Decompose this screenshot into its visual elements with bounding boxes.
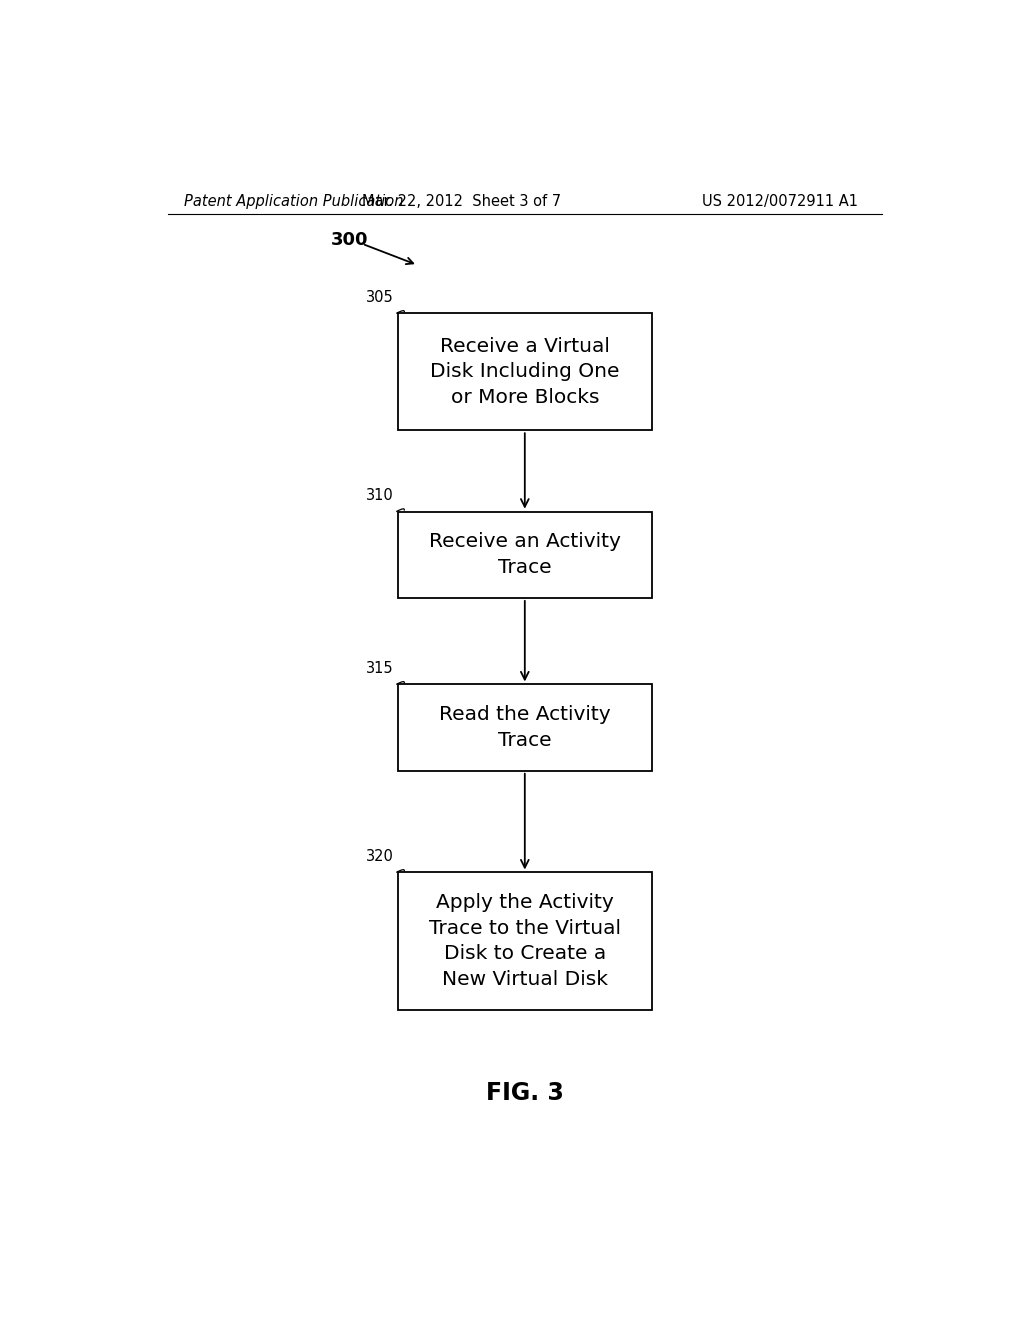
FancyBboxPatch shape bbox=[397, 512, 651, 598]
Text: FIG. 3: FIG. 3 bbox=[485, 1081, 564, 1105]
Text: 320: 320 bbox=[366, 849, 394, 865]
Text: US 2012/0072911 A1: US 2012/0072911 A1 bbox=[702, 194, 858, 209]
Text: 310: 310 bbox=[367, 488, 394, 503]
Text: Receive a Virtual
Disk Including One
or More Blocks: Receive a Virtual Disk Including One or … bbox=[430, 337, 620, 407]
FancyBboxPatch shape bbox=[397, 684, 651, 771]
Text: Patent Application Publication: Patent Application Publication bbox=[183, 194, 403, 209]
Text: Apply the Activity
Trace to the Virtual
Disk to Create a
New Virtual Disk: Apply the Activity Trace to the Virtual … bbox=[429, 892, 621, 989]
Text: Mar. 22, 2012  Sheet 3 of 7: Mar. 22, 2012 Sheet 3 of 7 bbox=[361, 194, 561, 209]
Text: Receive an Activity
Trace: Receive an Activity Trace bbox=[429, 532, 621, 577]
Text: 315: 315 bbox=[367, 661, 394, 676]
FancyBboxPatch shape bbox=[397, 873, 651, 1010]
Text: Read the Activity
Trace: Read the Activity Trace bbox=[439, 705, 610, 750]
FancyBboxPatch shape bbox=[397, 313, 651, 430]
Text: 300: 300 bbox=[331, 231, 368, 248]
Text: 305: 305 bbox=[367, 290, 394, 305]
